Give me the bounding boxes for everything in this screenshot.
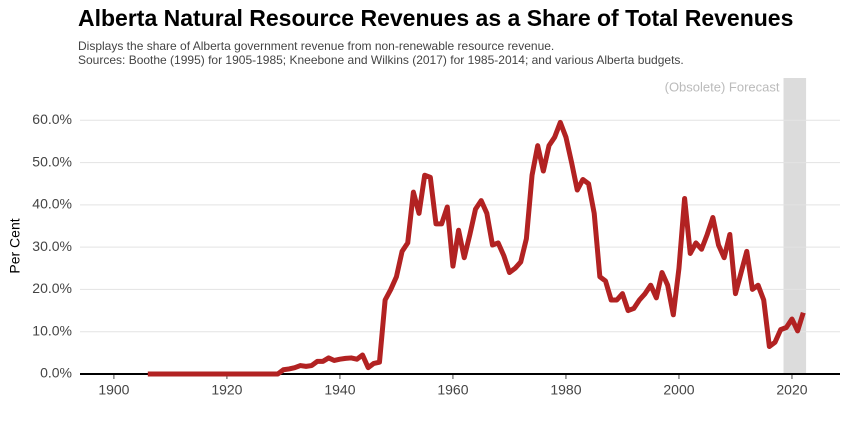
x-tick-label: 1940 xyxy=(324,382,355,398)
chart-source: Sources: Boothe (1995) for 1905-1985; Kn… xyxy=(78,53,684,67)
y-tick-label: 50.0% xyxy=(32,153,72,169)
y-tick-label: 30.0% xyxy=(32,238,72,254)
y-tick-label: 40.0% xyxy=(32,196,72,212)
y-tick-label: 60.0% xyxy=(32,111,72,127)
forecast-band xyxy=(783,78,807,374)
x-tick-label: 2000 xyxy=(663,382,694,398)
x-tick-label: 2020 xyxy=(776,382,807,398)
y-tick-label: 10.0% xyxy=(32,322,72,338)
x-tick-label: 1980 xyxy=(550,382,581,398)
forecast-annotation: (Obsolete) Forecast xyxy=(665,79,780,94)
data-line xyxy=(147,119,806,377)
x-tick-label: 1920 xyxy=(211,382,242,398)
chart-subtitle: Displays the share of Alberta government… xyxy=(78,39,554,53)
x-tick-label: 1960 xyxy=(437,382,468,398)
x-tick-label: 1900 xyxy=(98,382,129,398)
y-axis-label: Per Cent xyxy=(7,218,23,273)
y-tick-label: 0.0% xyxy=(40,365,72,381)
y-tick-label: 20.0% xyxy=(32,280,72,296)
chart-title: Alberta Natural Resource Revenues as a S… xyxy=(78,5,793,31)
